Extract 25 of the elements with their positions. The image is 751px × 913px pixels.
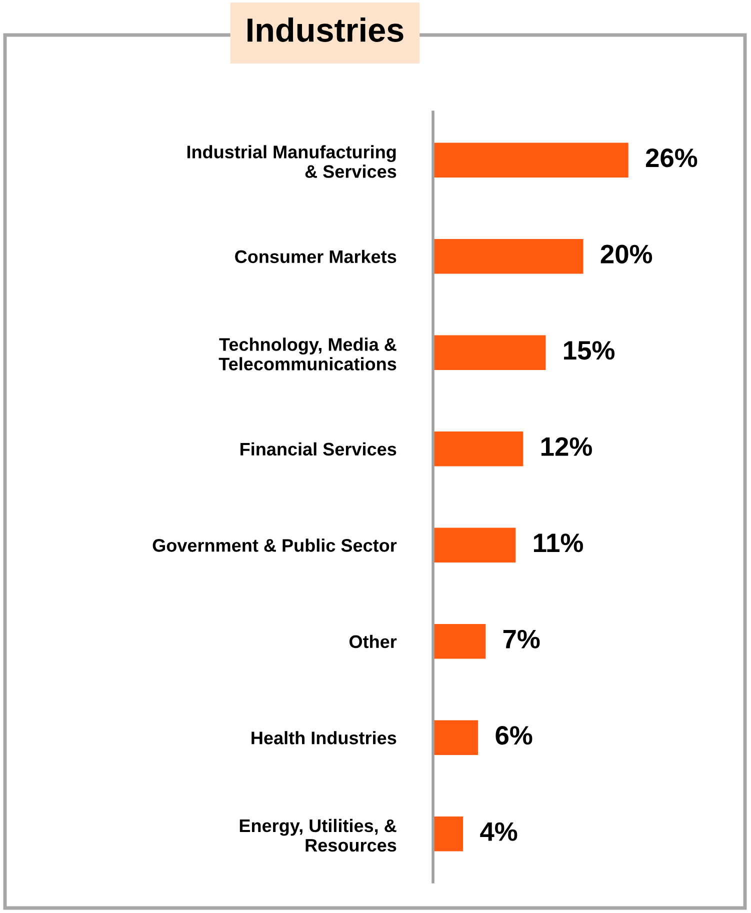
y-tick-label: Government & Public Sector bbox=[152, 538, 397, 552]
bar bbox=[433, 816, 464, 852]
y-tick-label: Energy, Utilities, & Resources bbox=[240, 818, 396, 852]
y-tick-label: Other bbox=[349, 634, 397, 648]
y-tick-label: Industrial Manufacturing & Services bbox=[187, 145, 396, 178]
data-label: 12% bbox=[541, 437, 592, 456]
bar bbox=[433, 432, 524, 466]
bar bbox=[433, 335, 546, 370]
bar bbox=[433, 624, 486, 659]
bar bbox=[433, 720, 478, 755]
data-label: 11% bbox=[534, 534, 583, 552]
bar bbox=[433, 528, 516, 562]
data-label: 20% bbox=[600, 244, 652, 264]
y-tick-label: Financial Services bbox=[240, 442, 396, 456]
bar bbox=[433, 239, 584, 274]
data-label: 7% bbox=[503, 630, 540, 648]
y-tick-label: Consumer Markets bbox=[235, 250, 396, 264]
bar bbox=[433, 142, 628, 178]
y-tick-label: Health Industries bbox=[252, 731, 396, 744]
data-label: 15% bbox=[564, 341, 614, 360]
y-tick-label: Technology, Media & Telecommunications bbox=[218, 338, 396, 370]
data-label: 6% bbox=[496, 726, 532, 745]
data-label: 26% bbox=[646, 148, 698, 168]
data-label: 4% bbox=[480, 822, 518, 841]
chart-title: Industries bbox=[248, 17, 404, 42]
